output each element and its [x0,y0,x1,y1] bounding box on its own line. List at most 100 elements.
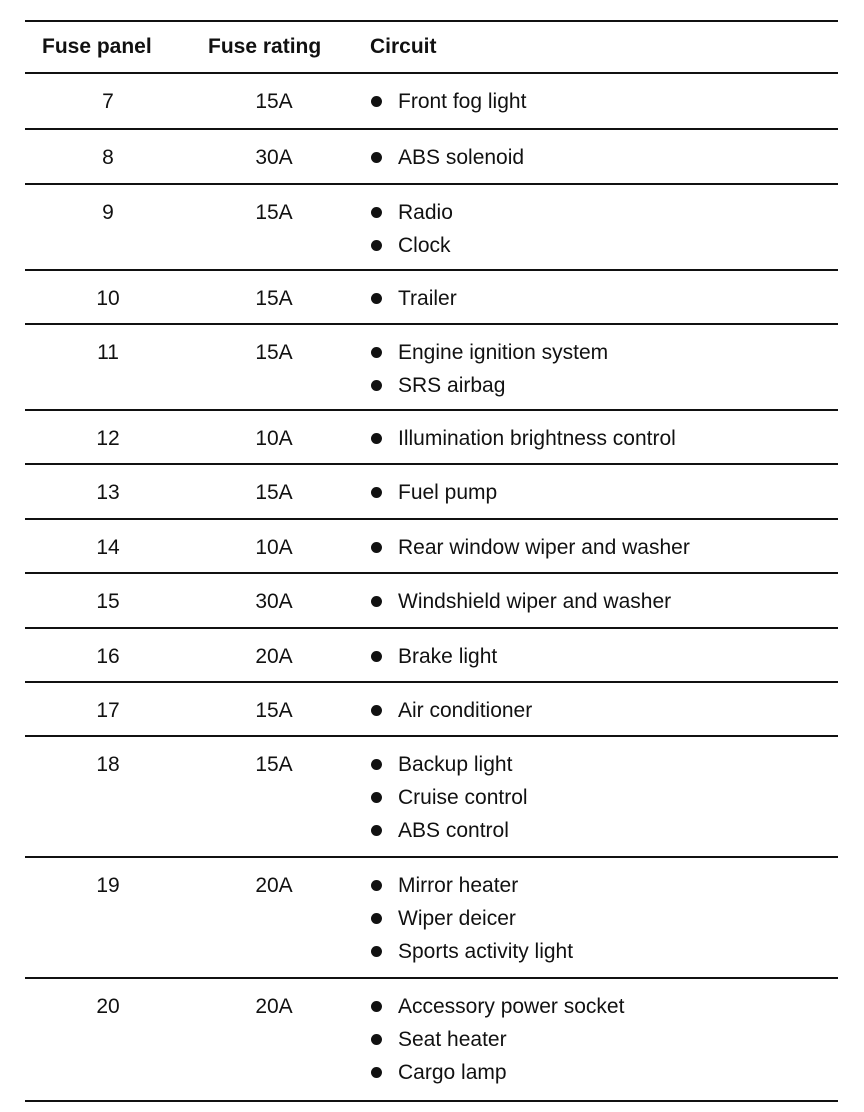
circuit-item: Wiper deicer [365,902,573,935]
table-row: 13 15A Fuel pump [25,463,838,518]
row-rule [25,463,838,465]
bullet-icon [371,96,382,107]
circuit-cell: Brake light [365,640,497,673]
fuse-panel-cell: 7 [102,90,114,113]
row-rule [25,128,838,130]
fuse-rating-cell: 20A [255,995,293,1018]
fuse-rating-cell: 15A [255,699,293,722]
row-rule [25,572,838,574]
circuit-item: Radio [365,196,453,229]
circuit-label: Accessory power socket [398,995,625,1018]
fuse-rating-cell: 20A [255,645,293,668]
fuse-panel-cell: 19 [96,874,120,897]
table-row: 11 15A Engine ignition system SRS airbag [25,323,838,409]
table-row: 9 15A Radio Clock [25,183,838,269]
bullet-icon [371,240,382,251]
fuse-rating-cell: 15A [255,753,293,776]
fuse-panel-cell: 17 [96,699,120,722]
circuit-label: Front fog light [398,90,527,113]
circuit-item: Cruise control [365,781,528,814]
row-rule [25,977,838,979]
circuit-cell: Trailer [365,282,457,315]
bullet-icon [371,542,382,553]
circuit-label: Sports activity light [398,940,574,963]
bullet-icon [371,152,382,163]
circuit-label: Wiper deicer [398,907,516,930]
circuit-label: Mirror heater [398,874,519,897]
bullet-icon [371,880,382,891]
bullet-icon [371,207,382,218]
bullet-icon [371,792,382,803]
fuse-rating-cell: 30A [255,146,293,169]
circuit-item: Seat heater [365,1023,624,1056]
circuit-item: Fuel pump [365,476,497,509]
row-rule [25,735,838,737]
circuit-item: Backup light [365,748,528,781]
row-rule [25,409,838,411]
fuse-panel-cell: 18 [96,753,120,776]
circuit-label: Brake light [398,645,498,668]
circuit-label: ABS control [398,819,509,842]
row-rule [25,323,838,325]
table-row: 17 15A Air conditioner [25,681,838,735]
fuse-rating-cell: 20A [255,874,293,897]
circuit-item: Rear window wiper and washer [365,531,690,564]
table-row: 14 10A Rear window wiper and washer [25,518,838,572]
circuit-label: Seat heater [398,1028,507,1051]
table-row: 10 15A Trailer [25,269,838,323]
row-rule [25,856,838,858]
row-rule [25,518,838,520]
fuse-rating-cell: 15A [255,90,293,113]
circuit-cell: ABS solenoid [365,141,524,174]
fuse-panel-cell: 12 [96,427,120,450]
fuse-panel-cell: 20 [96,995,120,1018]
fuse-panel-cell: 15 [96,590,120,613]
table-row: 19 20A Mirror heater Wiper deicer Sports act… [25,856,838,977]
bullet-icon [371,946,382,957]
circuit-cell: Fuel pump [365,476,497,509]
row-rule [25,1100,838,1102]
bullet-icon [371,487,382,498]
circuit-cell: Illumination brightness control [365,422,676,455]
fuse-rating-cell: 15A [255,287,293,310]
row-rule [25,183,838,185]
fuse-rating-cell: 30A [255,590,293,613]
bullet-icon [371,596,382,607]
circuit-label: Air conditioner [398,699,533,722]
row-rule [25,681,838,683]
fuse-panel-cell: 11 [97,341,119,364]
bullet-icon [371,1001,382,1012]
circuit-cell: Windshield wiper and washer [365,585,671,618]
table-row: 18 15A Backup light Cruise control ABS contr… [25,735,838,856]
circuit-label: Cruise control [398,786,528,809]
bullet-icon [371,913,382,924]
circuit-item: Air conditioner [365,694,532,727]
circuit-item: Clock [365,229,453,262]
bullet-icon [371,825,382,836]
circuit-item: Front fog light [365,85,526,118]
bullet-icon [371,293,382,304]
circuit-label: Fuel pump [398,481,498,504]
table-row: 8 30A ABS solenoid [25,128,838,183]
circuit-item: Engine ignition system [365,336,608,369]
circuit-cell: Front fog light [365,85,526,118]
circuit-item: Accessory power socket [365,990,624,1023]
circuit-label: Engine ignition system [398,341,609,364]
fuse-rating-cell: 15A [255,341,293,364]
bullet-icon [371,651,382,662]
circuit-label: Windshield wiper and washer [398,590,672,613]
circuit-label: Clock [398,234,451,257]
fuse-panel-cell: 16 [96,645,120,668]
circuit-label: SRS airbag [398,374,506,397]
header-fuse-rating: Fuse rating [208,35,322,58]
header-rule [25,72,838,74]
bullet-icon [371,759,382,770]
circuit-item: Windshield wiper and washer [365,585,671,618]
circuit-label: Rear window wiper and washer [398,536,690,559]
circuit-cell: Rear window wiper and washer [365,531,690,564]
circuit-item: Cargo lamp [365,1056,624,1089]
bullet-icon [371,347,382,358]
circuit-item: ABS solenoid [365,141,524,174]
fuse-panel-cell: 13 [96,481,120,504]
fuse-panel-cell: 10 [96,287,120,310]
